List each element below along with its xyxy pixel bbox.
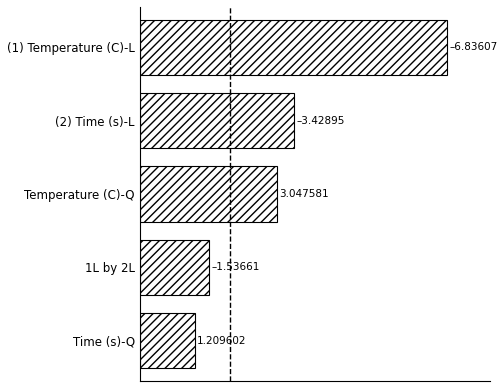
Bar [140,93,294,148]
Text: 3.047581: 3.047581 [280,189,329,199]
Bar [140,20,446,75]
Bar [140,313,194,368]
Bar [140,240,209,295]
Text: –6.83607: –6.83607 [449,42,498,52]
Bar [140,166,277,222]
Text: 1.209602: 1.209602 [197,336,246,346]
Text: –1.53661: –1.53661 [212,262,260,272]
Text: –3.42895: –3.42895 [296,116,345,126]
